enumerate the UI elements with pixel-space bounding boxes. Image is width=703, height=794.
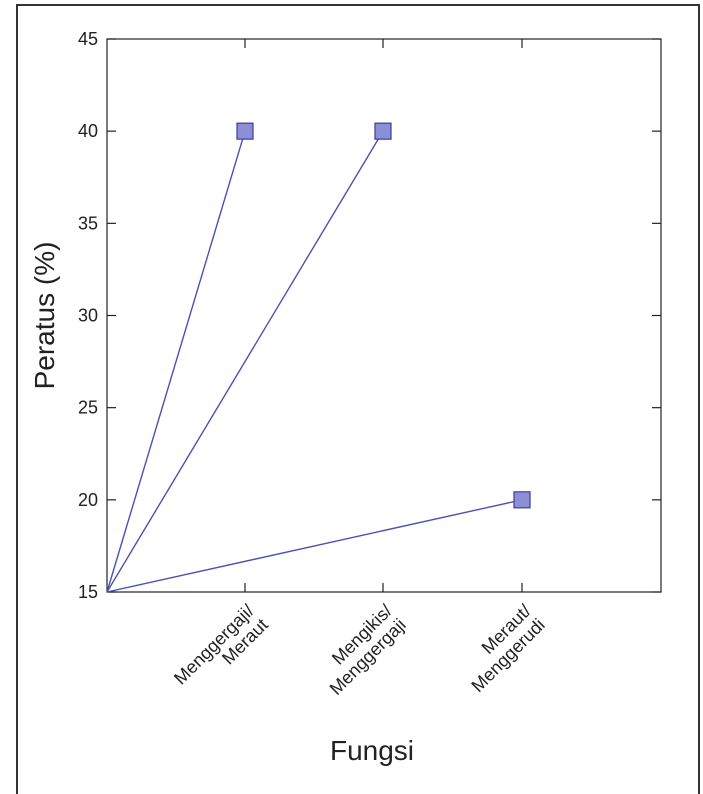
y-axis-title: Peratus (%) [29,242,60,390]
series-line [106,130,384,593]
y-tick-label: 30 [78,306,98,326]
data-point-marker [374,122,392,140]
figure-frame [16,4,700,794]
series-lines [106,130,523,593]
y-tick-label: 20 [78,490,98,510]
axis-ticks [107,38,661,593]
x-axis-title: Fungsi [330,735,414,766]
y-tick-label: 35 [78,213,98,233]
y-tick-label: 40 [78,121,98,141]
x-tick-label: Mengikis/Menggergaji [312,601,410,699]
series-line [106,130,246,593]
data-point-marker [236,122,254,140]
y-tick-label: 45 [78,29,98,49]
data-point-marker [513,491,531,509]
series-markers [236,122,531,509]
y-tick-labels: 15 20 25 30 35 40 45 [78,29,98,602]
series-line [106,499,523,593]
chart: 15 20 25 30 35 40 45 Menggergaji/Meraut Mengiki… [29,29,662,766]
x-tick-label: Meraut/Menggerudi [453,601,548,696]
y-tick-label: 15 [78,582,98,602]
x-tick-labels: Menggergaji/Meraut Mengikis/Menggergaji Me… [170,601,549,703]
y-tick-label: 25 [78,398,98,418]
x-tick-label: Menggergaji/Meraut [170,601,272,703]
